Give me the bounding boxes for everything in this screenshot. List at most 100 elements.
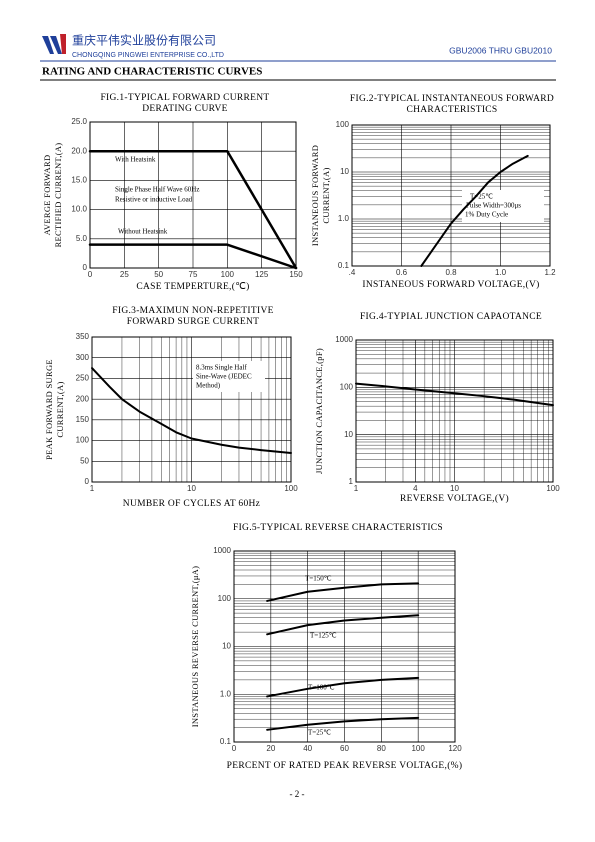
x-tick-label: 100: [546, 484, 560, 493]
x-tick-label: 40: [303, 744, 312, 753]
x-tick-label: 0.8: [445, 268, 457, 277]
y-tick-label: 50: [80, 456, 89, 465]
series-line: [91, 367, 292, 454]
series-label: T=100℃: [308, 684, 335, 692]
chart: 1 10 100 0 50 100 150 200 250 300 350 8.3ms Single …: [44, 306, 298, 509]
y-tick-label: 10.0: [71, 205, 87, 214]
x-axis-label: CASE TEMPERTURE,(℃): [136, 281, 249, 292]
y-tick-label: 100: [218, 594, 232, 603]
y-tick-label: 200: [76, 394, 90, 403]
annotation: Resistive or inductive Load: [115, 196, 193, 204]
chart-title: FIG.1-TYPICAL FORWARD CURRENT: [100, 93, 269, 103]
x-tick-label: 50: [154, 270, 163, 279]
annotation-box: [193, 361, 265, 392]
annotation: Sine-Wave (JEDEC: [196, 373, 252, 381]
x-tick-label: 150: [289, 270, 303, 279]
series-label: Without Heatsink: [118, 228, 168, 236]
series-line: [355, 382, 554, 407]
y-tick-label: 300: [76, 353, 90, 362]
y-axis-label: RECTIFIED CURRENT,(A): [53, 143, 63, 248]
company-en: CHONGQING PINGWEI ENTERPRISE CO.,LTD: [72, 52, 224, 59]
x-tick-label: 100: [411, 744, 425, 753]
x-tick-label: 10: [450, 484, 459, 493]
x-axis-label: INSTANEOUS FORWARD VOLTAGE,(V): [362, 279, 539, 290]
series-label: T=125℃: [310, 632, 337, 640]
series-line: [420, 154, 529, 267]
y-axis-label: PEAK FORWARD SURGE: [44, 359, 54, 460]
y-tick-label: 1000: [213, 546, 231, 555]
chart-title: DERATING CURVE: [142, 104, 228, 114]
x-tick-label: 100: [284, 484, 298, 493]
y-tick-label: 100: [336, 120, 350, 129]
y-axis-label: JUNCTION CAPACITANCE,(pF): [314, 348, 324, 474]
x-tick-label: 10: [187, 484, 196, 493]
y-axis-label: AVERGE FORWARD: [42, 155, 52, 236]
x-tick-label: 1.2: [544, 268, 556, 277]
series-label: T=25℃: [308, 729, 331, 737]
y-axis-label: CURRENT,(A): [55, 381, 65, 437]
y-tick-label: 1.0: [220, 689, 232, 698]
y-tick-label: 100: [76, 436, 90, 445]
plot-frame: [91, 336, 292, 483]
chart: 0 25 50 75 100 125 150 0 5.0 10.0 15.0 20.0 25.0 With…: [42, 93, 303, 292]
company-cn: 重庆平伟实业股份有限公司: [72, 33, 216, 48]
y-tick-label: 15.0: [71, 176, 87, 185]
y-tick-label: 0: [83, 263, 88, 272]
annotation: Pulse Width=300μs: [466, 202, 521, 210]
series-line: [88, 243, 298, 270]
series-label: T=150℃: [305, 575, 332, 583]
y-tick-label: 5.0: [76, 234, 88, 243]
series-label: With Heatsink: [115, 156, 156, 164]
y-tick-label: 1000: [335, 335, 353, 344]
series-line: [266, 676, 420, 698]
y-tick-label: 150: [76, 415, 90, 424]
page-number: - 2 -: [290, 789, 305, 799]
y-tick-label: 100: [340, 382, 354, 391]
y-axis-label: INSTANEOUS FORWARD: [310, 145, 320, 246]
y-tick-label: 350: [76, 332, 90, 341]
x-tick-label: 4: [413, 484, 418, 493]
x-tick-label: .4: [349, 268, 356, 277]
chart-title: FIG.5-TYPICAL REVERSE CHARACTERISTICS: [233, 523, 443, 533]
y-tick-label: 25.0: [71, 117, 87, 126]
x-tick-label: 20: [266, 744, 275, 753]
plot-frame: [351, 124, 551, 267]
y-tick-label: 1.0: [338, 214, 350, 223]
x-tick-label: 100: [221, 270, 235, 279]
x-tick-label: 0.6: [396, 268, 408, 277]
chart-title: CHARACTERISTICS: [406, 105, 497, 115]
annotation: T=25℃: [470, 193, 493, 201]
x-tick-label: 1: [354, 484, 359, 493]
x-tick-label: 1.0: [495, 268, 507, 277]
x-tick-label: 1: [90, 484, 95, 493]
y-tick-label: 0.1: [220, 737, 232, 746]
y-tick-label: 0: [85, 477, 90, 486]
series-line: [266, 582, 420, 602]
section-title: RATING AND CHARACTERISTIC CURVES: [42, 66, 262, 78]
plot-frame: [89, 121, 297, 269]
chart: 0 20 40 60 80 100 120 0.1 1.0 10 100 1000 T=150℃ T=12…: [190, 523, 462, 771]
plot-frame: [355, 339, 554, 483]
chart-title: FIG.2-TYPICAL INSTANTANEOUS FORWARD: [350, 94, 554, 104]
chart-title: FORWARD SURGE CURRENT: [127, 317, 259, 327]
x-tick-label: 0: [232, 744, 237, 753]
y-tick-label: 0.1: [338, 261, 350, 270]
x-tick-label: 120: [448, 744, 462, 753]
y-axis-label: CURRENT,(A): [321, 167, 331, 223]
y-tick-label: 10: [222, 642, 231, 651]
series-line: [88, 149, 298, 270]
series-line: [266, 614, 420, 636]
x-tick-label: 60: [340, 744, 349, 753]
x-axis-label: PERCENT OF RATED PEAK REVERSE VOLTAGE,(%…: [227, 760, 463, 771]
y-tick-label: 10: [340, 167, 349, 176]
plot-frame: [233, 550, 456, 743]
y-tick-label: 1: [349, 477, 354, 486]
chart-title: FIG.4-TYPIAL JUNCTION CAPAOTANCE: [360, 312, 542, 322]
part-range: GBU2006 THRU GBU2010: [449, 45, 552, 55]
x-tick-label: 75: [189, 270, 198, 279]
chart-title: FIG.3-MAXIMUN NON-REPETITIVE: [112, 306, 273, 316]
annotation: 8.3ms Single Half: [196, 364, 247, 372]
series-line: [266, 716, 420, 731]
